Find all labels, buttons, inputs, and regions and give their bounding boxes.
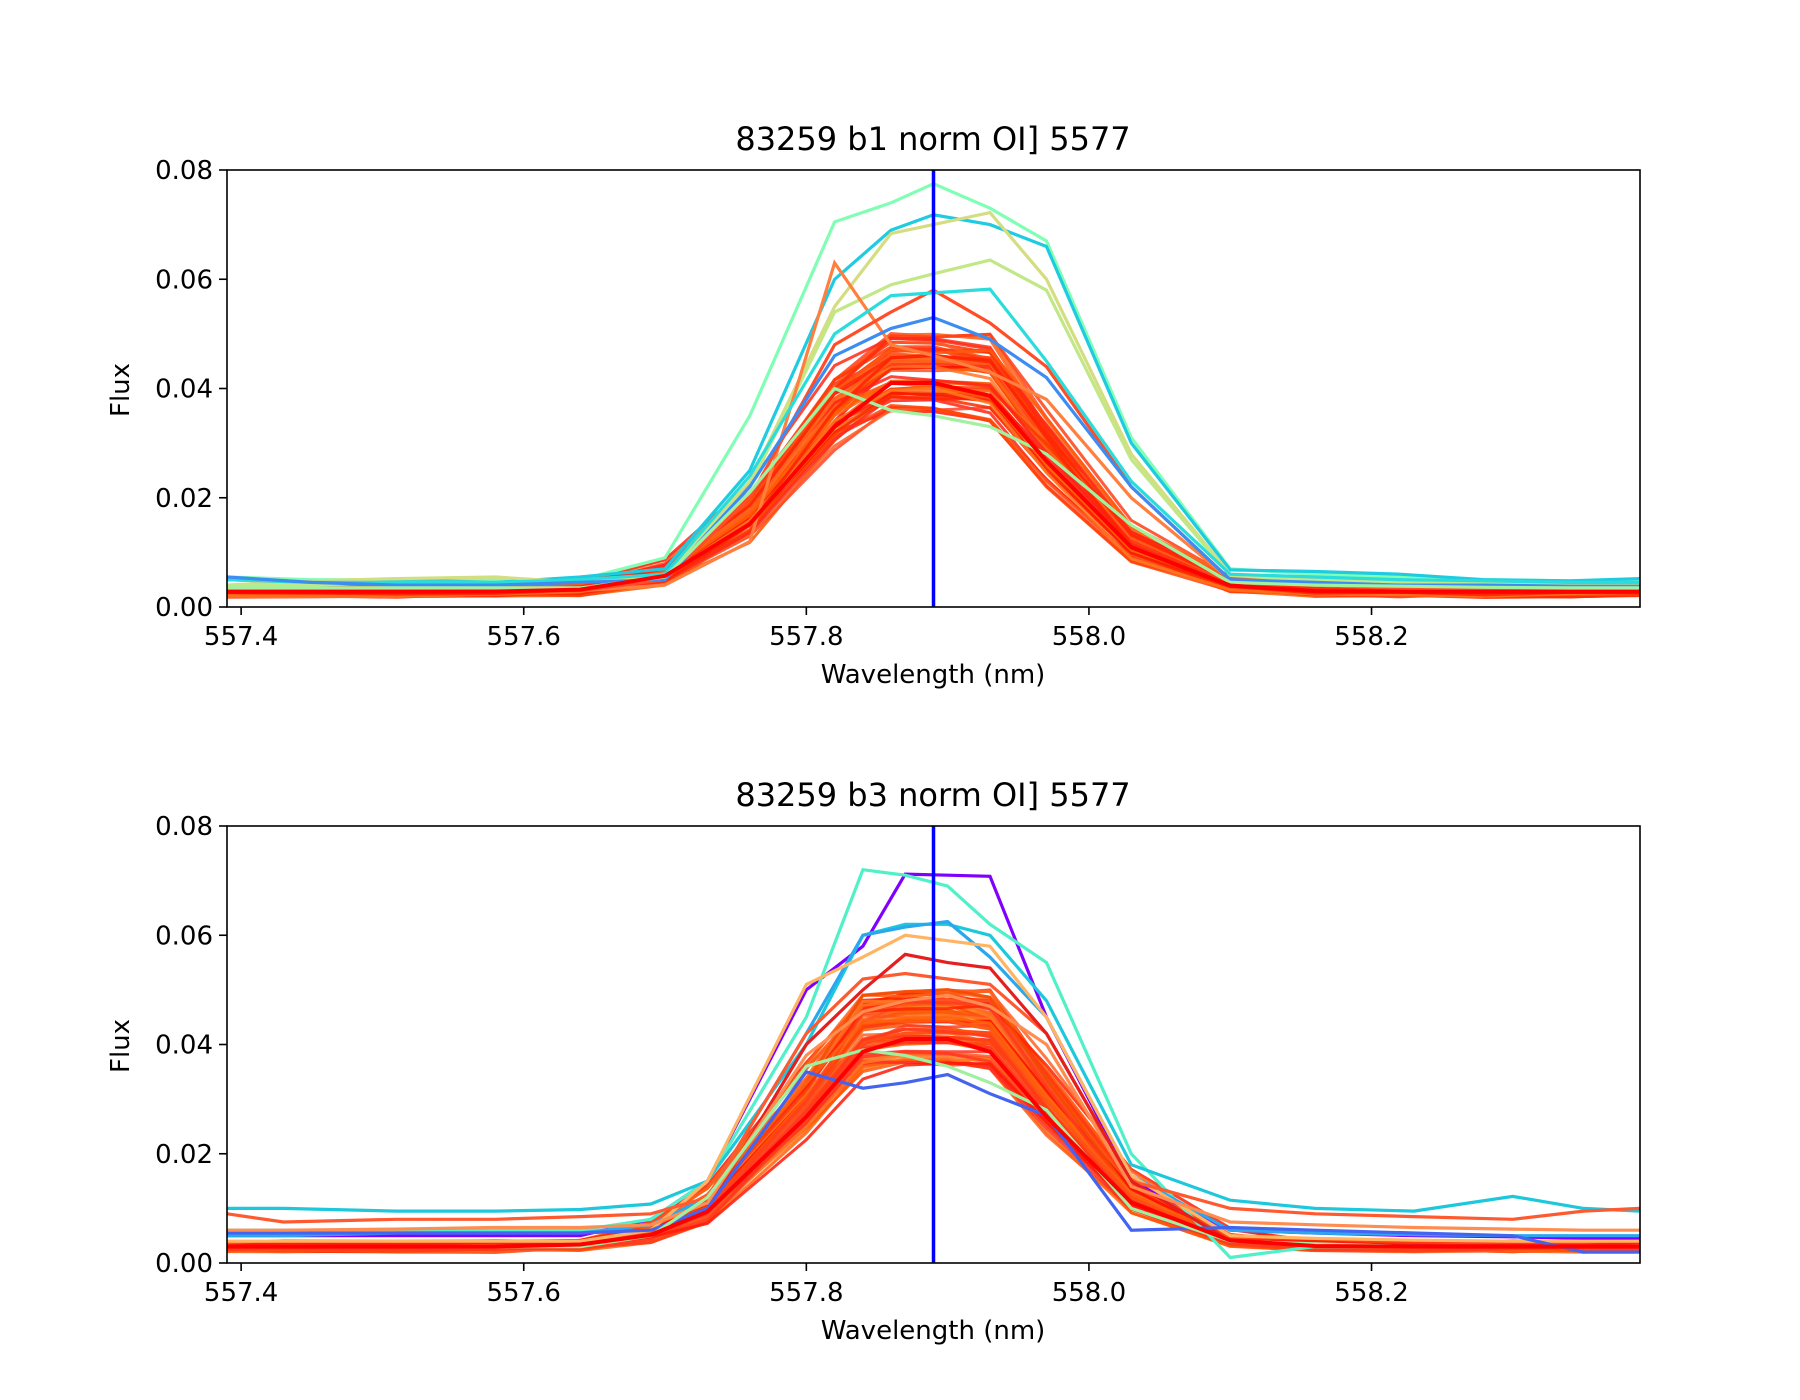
- y-tick-label: 0.06: [155, 265, 213, 295]
- y-tick-label: 0.02: [155, 1140, 213, 1170]
- x-tick-label: 558.2: [1334, 622, 1408, 652]
- x-axis-label: Wavelength (nm): [821, 660, 1046, 690]
- x-tick-label: 558.2: [1334, 1278, 1408, 1308]
- series-line-7: [227, 1069, 1640, 1254]
- x-tick-label: 558.0: [1052, 1278, 1126, 1308]
- series-line-8: [227, 993, 1640, 1232]
- y-tick-label: 0.04: [155, 375, 213, 405]
- y-tick-label: 0.00: [155, 593, 213, 623]
- y-tick-label: 0.08: [155, 812, 213, 842]
- y-tick-label: 0.04: [155, 1031, 213, 1061]
- x-tick-label: 557.6: [487, 1278, 561, 1308]
- chart-title: 83259 b3 norm OI] 5577: [735, 776, 1130, 814]
- x-tick-label: 557.8: [769, 1278, 843, 1308]
- band-profile-line: [227, 1027, 1640, 1253]
- y-axis-label: Flux: [106, 1019, 136, 1073]
- plot-area: [227, 170, 1640, 607]
- plot-area: [227, 826, 1640, 1263]
- y-tick-label: 0.02: [155, 484, 213, 514]
- x-tick-label: 557.4: [204, 622, 278, 652]
- chart-panel-b3: 83259 b3 norm OI] 5577 Wavelength (nm) F…: [106, 776, 1641, 1346]
- x-tick-label: 557.4: [204, 1278, 278, 1308]
- x-tick-label: 558.0: [1052, 622, 1126, 652]
- x-tick-label: 557.8: [769, 622, 843, 652]
- axes-frame: [226, 825, 1641, 1264]
- axis-ticks: 557.4 557.6 557.8 558.0 558.2 0.00 0.02 0.04 0.0…: [155, 156, 1409, 652]
- x-axis-label: Wavelength (nm): [821, 1316, 1046, 1346]
- x-tick-label: 557.6: [487, 622, 561, 652]
- y-tick-label: 0.00: [155, 1249, 213, 1279]
- series-line-4: [227, 933, 1640, 1243]
- y-tick-label: 0.06: [155, 921, 213, 951]
- core-profile-line: [227, 1037, 1640, 1249]
- series-line-5: [227, 971, 1640, 1224]
- y-tick-label: 0.08: [155, 156, 213, 186]
- chart-title: 83259 b1 norm OI] 5577: [735, 120, 1130, 158]
- axes-frame: [226, 169, 1641, 608]
- y-axis-label: Flux: [106, 363, 136, 417]
- chart-panel-b1: 83259 b1 norm OI] 5577 Wavelength (nm) F…: [106, 120, 1641, 690]
- axis-ticks: 557.4 557.6 557.8 558.0 558.2 0.00 0.02 0.04 0.0…: [155, 812, 1409, 1308]
